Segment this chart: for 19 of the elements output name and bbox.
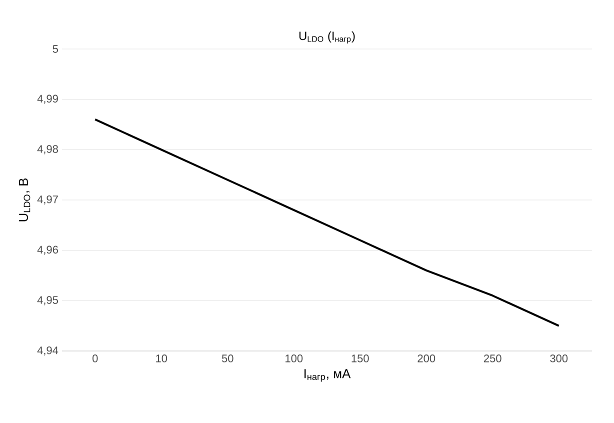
x-tick-label: 150 bbox=[352, 354, 369, 362]
x-axis-title: I$_{нагр}$, мА bbox=[304, 369, 351, 382]
y-tick-label: 4,97 bbox=[37, 195, 58, 205]
x-tick-label: 250 bbox=[484, 354, 502, 362]
x-tick-label: 100 bbox=[286, 354, 303, 362]
y-tick-label: 5 bbox=[52, 45, 58, 53]
y-tick-label: 4,96 bbox=[37, 246, 58, 255]
x-tick-label: 0 bbox=[92, 354, 98, 362]
y-tick-label: 4,99 bbox=[37, 94, 58, 104]
x-tick-label: 300 bbox=[550, 354, 568, 362]
y-axis-title: U$_{LDO}$, В bbox=[18, 178, 30, 222]
chart-title: U$_{LDO}$ (I$_{нагр}$) bbox=[299, 31, 355, 44]
y-tick-label: 4,94 bbox=[37, 346, 58, 356]
y-tick-label: 4,98 bbox=[37, 145, 58, 154]
y-tick-label: 4,95 bbox=[37, 296, 58, 306]
line-series bbox=[94, 118, 560, 327]
x-tick-label: 50 bbox=[222, 354, 234, 362]
x-tick-label: 200 bbox=[418, 354, 436, 362]
x-tick-label: 10 bbox=[156, 354, 168, 362]
